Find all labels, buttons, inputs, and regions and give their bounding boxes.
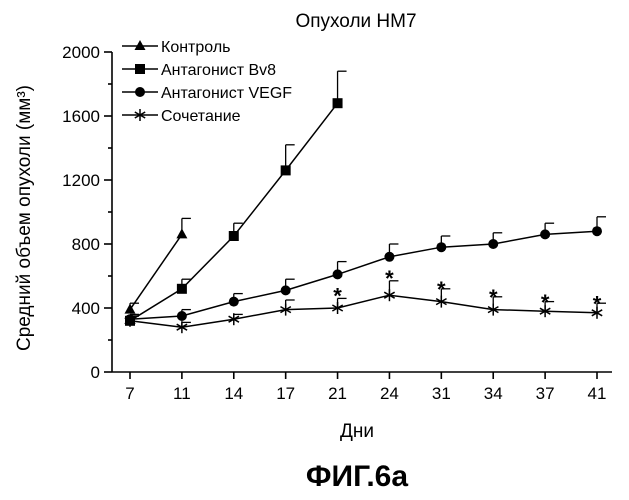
series-line (130, 103, 338, 321)
circle-marker (333, 269, 343, 279)
significance-asterisk: * (593, 292, 602, 317)
legend-label: Контроль (161, 39, 231, 56)
x-tick-label: 34 (484, 384, 503, 403)
y-tick-label: 1200 (62, 171, 100, 190)
series-line (130, 231, 597, 319)
x-tick-label: 31 (432, 384, 451, 403)
x-tick-label: 7 (125, 384, 134, 403)
circle-marker (436, 242, 446, 252)
series-triangle (125, 218, 191, 313)
square-marker (281, 165, 291, 175)
triangle-marker (135, 40, 146, 50)
x-tick-label: 21 (328, 384, 347, 403)
y-tick-label: 800 (72, 235, 100, 254)
legend-item: Сочетание (122, 108, 241, 125)
y-tick-label: 400 (72, 299, 100, 318)
legend-item: Контроль (122, 39, 231, 56)
chart-title: Опухоли HM7 (295, 11, 416, 32)
significance-asterisk: * (541, 290, 550, 315)
y-axis-label: Средний объем опухоли (мм³) (14, 85, 35, 351)
x-tick-label: 17 (276, 384, 295, 403)
figure-caption: ФИГ.6а (306, 460, 408, 493)
circle-marker (488, 239, 498, 249)
series-asterisk (125, 281, 606, 333)
x-tick-label: 11 (173, 384, 191, 403)
y-tick-label: 0 (91, 363, 100, 382)
x-tick-label: 14 (224, 384, 243, 403)
x-axis-label: Дни (340, 421, 374, 442)
series-line (130, 234, 182, 309)
significance-asterisk: * (333, 284, 342, 309)
y-tick-label: 2000 (62, 43, 100, 62)
significance-asterisk: * (385, 266, 394, 291)
legend-item: Антагонист Bv8 (122, 62, 276, 79)
triangle-marker (176, 228, 187, 238)
square-marker (333, 98, 343, 108)
circle-marker (540, 229, 550, 239)
legend: Контроль Антагонист Bv8 Антагонист VEGF Соч… (122, 39, 292, 125)
circle-marker (177, 311, 187, 321)
square-marker (229, 231, 239, 241)
circle-marker (592, 226, 602, 236)
legend-label: Антагонист Bv8 (161, 62, 276, 79)
y-tick-label: 1600 (62, 107, 100, 126)
circle-marker (229, 297, 239, 307)
legend-label: Антагонист VEGF (161, 85, 292, 102)
significance-asterisk: * (437, 277, 446, 302)
series-circle (125, 217, 606, 324)
circle-marker (384, 252, 394, 262)
square-marker (135, 64, 145, 74)
x-tick-label: 37 (536, 384, 555, 403)
circle-marker (135, 87, 145, 97)
legend-label: Сочетание (161, 108, 241, 125)
annotations: * * * * * * (333, 266, 601, 317)
x-tick-label: 41 (588, 384, 607, 403)
x-tick-label: 24 (380, 384, 399, 403)
square-marker (177, 284, 187, 294)
circle-marker (281, 285, 291, 295)
legend-item: Антагонист VEGF (122, 85, 292, 102)
significance-asterisk: * (489, 285, 498, 310)
